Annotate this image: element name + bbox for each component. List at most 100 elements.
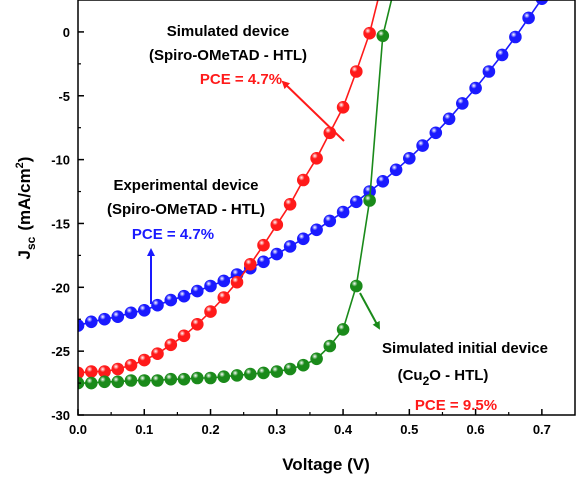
y-tick-label-2: -10 xyxy=(51,153,70,168)
data-point-simulated_spiro-8 xyxy=(177,329,191,343)
data-point-simulated_cu2o-10 xyxy=(204,371,217,385)
data-point-simulated_cu2o-20 xyxy=(336,323,350,336)
data-point-simulated_cu2o-19 xyxy=(323,339,337,353)
data-point-experimental-35 xyxy=(535,0,549,5)
data-point-simulated_spiro-1 xyxy=(85,365,98,378)
data-point-experimental-6 xyxy=(151,298,164,312)
annotation-cu2o-line2-sub: 2 xyxy=(423,374,430,388)
data-point-simulated_cu2o-4 xyxy=(124,374,138,387)
x-tick-label-1: 0.1 xyxy=(135,422,153,437)
data-point-experimental-17 xyxy=(296,232,310,246)
x-tick-label-4: 0.4 xyxy=(334,422,353,437)
data-point-experimental-7 xyxy=(164,293,178,307)
data-point-experimental-0 xyxy=(78,319,85,332)
data-point-simulated_cu2o-22 xyxy=(363,194,376,207)
data-point-experimental-28 xyxy=(442,112,456,126)
data-point-experimental-15 xyxy=(270,247,284,261)
y-tick-label-0: 0 xyxy=(63,25,70,40)
x-tick-label-0: 0.0 xyxy=(69,422,87,437)
data-point-experimental-29 xyxy=(455,97,469,110)
data-point-experimental-25 xyxy=(402,152,416,165)
annotation-simulated-spiro-line2: (Spiro-OMeTAD - HTL) xyxy=(149,47,307,64)
annotation-experimental-pce: PCE = 4.7% xyxy=(132,226,214,243)
y-axis-title-unit: (mA/cm xyxy=(15,168,34,230)
series-line-experimental xyxy=(78,0,542,327)
data-point-experimental-16 xyxy=(283,240,297,253)
plot-frame xyxy=(77,0,576,416)
x-tick-label-6: 0.6 xyxy=(467,422,485,437)
data-point-simulated_spiro-18 xyxy=(310,152,323,165)
annotation-simulated-spiro-line1: Simulated device xyxy=(167,23,290,40)
data-point-simulated_spiro-6 xyxy=(151,347,164,361)
data-point-experimental-32 xyxy=(495,48,509,62)
tick-layer: 0.0 0.1 0.2 0.3 0.4 0.5 0.6 0.7 0 -5 -10 -15 -20 -25 -… xyxy=(51,25,551,437)
data-point-experimental-11 xyxy=(217,274,231,288)
data-point-simulated_spiro-21 xyxy=(349,65,363,78)
y-tick-label-3: -15 xyxy=(51,216,70,231)
data-point-simulated_cu2o-1 xyxy=(85,376,98,390)
annotation-experimental: Experimental device (Spiro-OMeTAD - HTL)… xyxy=(107,177,265,304)
data-point-simulated_cu2o-3 xyxy=(111,375,125,389)
annotation-cu2o-line2-pre: (Cu xyxy=(398,367,423,384)
data-point-simulated_spiro-15 xyxy=(270,218,284,231)
annotation-cu2o-line2-post: O - HTL) xyxy=(429,367,488,384)
data-point-experimental-18 xyxy=(310,223,323,237)
data-point-simulated_cu2o-13 xyxy=(244,367,257,381)
data-point-simulated_spiro-7 xyxy=(164,338,178,352)
data-point-experimental-30 xyxy=(469,81,482,95)
data-point-experimental-14 xyxy=(257,255,270,269)
data-point-simulated_cu2o-9 xyxy=(191,371,204,385)
data-point-simulated_spiro-10 xyxy=(204,305,217,318)
data-point-experimental-8 xyxy=(177,289,191,303)
y-axis-title-sup: 2 xyxy=(14,162,26,168)
x-tick-label-2: 0.2 xyxy=(201,422,219,437)
annotation-simulated-spiro: Simulated device (Spiro-OMeTAD - HTL) PC… xyxy=(149,23,345,142)
series-layer xyxy=(78,0,549,390)
data-point-experimental-24 xyxy=(389,163,403,177)
x-tick-label-7: 0.7 xyxy=(533,422,551,437)
annotation-simulated-spiro-arrow xyxy=(281,80,345,142)
data-point-simulated_spiro-9 xyxy=(191,317,204,331)
data-point-simulated_spiro-13 xyxy=(244,257,257,271)
data-point-experimental-26 xyxy=(416,139,429,152)
data-point-simulated_spiro-11 xyxy=(217,291,231,304)
data-point-experimental-23 xyxy=(376,175,390,188)
data-point-simulated_cu2o-8 xyxy=(177,372,191,386)
data-point-experimental-1 xyxy=(85,315,98,329)
series-experimental xyxy=(78,0,549,332)
y-tick-label-1: -5 xyxy=(58,89,70,104)
data-point-simulated_cu2o-23 xyxy=(376,29,390,43)
data-point-simulated_spiro-20 xyxy=(336,101,350,114)
data-point-experimental-3 xyxy=(111,310,125,324)
data-point-simulated_spiro-14 xyxy=(257,238,270,252)
annotation-experimental-line2: (Spiro-OMeTAD - HTL) xyxy=(107,201,265,218)
data-point-experimental-33 xyxy=(509,30,522,44)
data-point-simulated_cu2o-2 xyxy=(98,375,111,389)
x-tick-label-5: 0.5 xyxy=(400,422,418,437)
y-tick-label-6: -30 xyxy=(51,408,70,423)
data-point-simulated_cu2o-5 xyxy=(138,374,151,387)
y-tick-label-4: -20 xyxy=(51,280,70,295)
data-point-experimental-5 xyxy=(138,303,151,317)
series-simulated_cu2o xyxy=(78,0,393,390)
data-point-simulated_spiro-17 xyxy=(296,173,310,187)
data-point-experimental-31 xyxy=(482,65,496,78)
annotation-simulated-cu2o: Simulated initial device (Cu2O - HTL) PC… xyxy=(359,292,548,414)
data-point-simulated_spiro-16 xyxy=(283,198,297,211)
data-point-simulated_cu2o-6 xyxy=(151,374,164,387)
data-point-simulated_cu2o-21 xyxy=(349,279,363,293)
data-point-simulated_cu2o-7 xyxy=(164,372,178,386)
annotation-simulated-spiro-pce: PCE = 4.7% xyxy=(200,71,282,88)
data-point-simulated_spiro-5 xyxy=(138,353,151,367)
annotation-experimental-line1: Experimental device xyxy=(113,177,258,194)
annotation-simulated-cu2o-pce: PCE = 9.5% xyxy=(415,397,497,414)
data-point-simulated_spiro-3 xyxy=(111,362,125,376)
data-point-simulated_cu2o-14 xyxy=(257,366,270,380)
data-point-simulated_spiro-22 xyxy=(363,26,376,40)
data-point-simulated_cu2o-18 xyxy=(310,352,323,366)
data-point-simulated_cu2o-15 xyxy=(270,365,284,378)
data-point-simulated_spiro-4 xyxy=(124,358,138,372)
annotation-simulated-cu2o-arrow xyxy=(359,292,380,330)
y-axis-title-main: J xyxy=(15,250,34,259)
